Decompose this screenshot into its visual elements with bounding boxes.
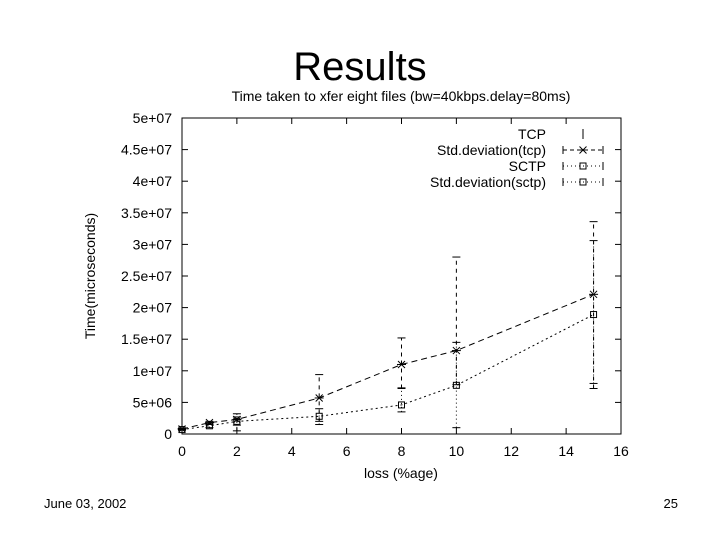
sctp-series-line [181, 314, 594, 431]
legend-label: Std.deviation(tcp) [437, 142, 546, 158]
y-tick-label: 2.5e+07 [121, 268, 172, 284]
legend: TCPStd.deviation(tcp)SCTPStd.deviation(s… [430, 126, 604, 190]
sctp-point [315, 412, 323, 420]
x-axis-label: loss (%age) [364, 465, 438, 481]
x-tick-label: 16 [613, 443, 629, 459]
x-tick-label: 12 [503, 443, 519, 459]
x-tick-label: 14 [558, 443, 574, 459]
page-number: 25 [663, 496, 678, 511]
x-tick-label: 10 [449, 443, 465, 459]
chart-title: Time taken to xfer eight files (bw=40kbp… [232, 88, 571, 104]
y-tick-label: 0 [164, 426, 172, 442]
sctp-point [398, 401, 405, 409]
y-tick-label: 5e+06 [133, 394, 173, 410]
sctp-point [590, 311, 598, 319]
y-tick-label: 3.5e+07 [121, 205, 172, 221]
y-tick-label: 4e+07 [133, 173, 173, 189]
legend-marker [579, 178, 587, 186]
y-tick-label: 3e+07 [133, 236, 173, 252]
legend-label: TCP [518, 126, 546, 142]
tcp-series-line [181, 293, 594, 430]
legend-label: Std.deviation(sctp) [430, 174, 546, 190]
x-tick-label: 0 [178, 443, 186, 459]
y-tick-label: 1e+07 [133, 363, 173, 379]
x-tick-label: 4 [288, 443, 296, 459]
sctp-point [178, 426, 186, 434]
y-tick-label: 1.5e+07 [121, 331, 172, 347]
y-tick-label: 5e+07 [133, 110, 173, 126]
x-tick-label: 8 [398, 443, 406, 459]
y-tick-label: 4.5e+07 [121, 142, 172, 158]
x-tick-label: 6 [343, 443, 351, 459]
slide-title: Results [293, 45, 427, 89]
sctp-point [233, 417, 241, 425]
footer-date: June 03, 2002 [44, 496, 127, 511]
legend-marker [579, 162, 587, 170]
legend-label: SCTP [509, 158, 546, 174]
y-axis-label: Time(microseconds) [82, 213, 98, 339]
x-tick-label: 2 [233, 443, 241, 459]
sctp-point [452, 381, 460, 389]
y-tick-label: 2e+07 [133, 300, 173, 316]
sctp-point [205, 422, 213, 430]
